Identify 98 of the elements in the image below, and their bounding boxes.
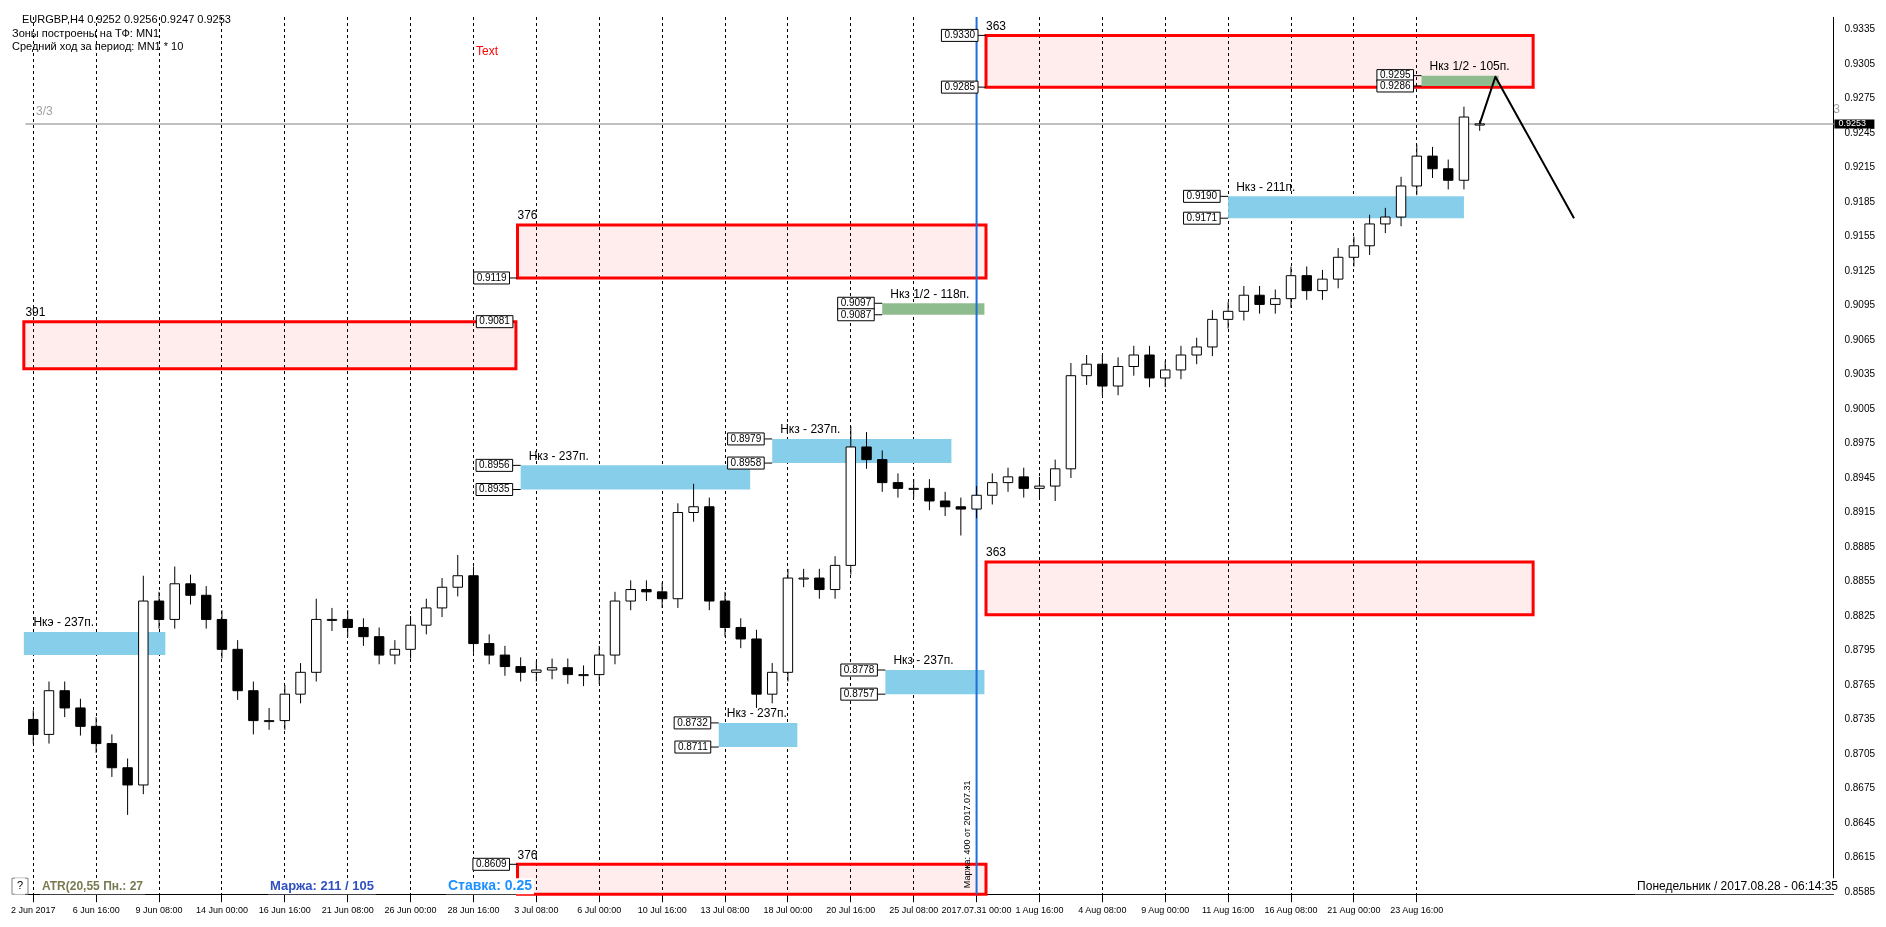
x-tick-label: 11 Aug 16:00 (1201, 905, 1255, 916)
annotation: 0.9285 (944, 80, 976, 92)
annotation: 3 (1833, 102, 1841, 117)
annotation: 0.9097 (840, 297, 872, 309)
x-tick-label: 1 Aug 16:00 (1015, 905, 1064, 916)
band-label: Нкз 1/2 - 118п. (890, 286, 970, 301)
x-tick-label: 13 Jul 08:00 (700, 905, 750, 916)
y-tick-label: 0.8615 (1844, 851, 1876, 863)
y-tick-label: 0.8735 (1844, 713, 1876, 725)
x-tick-label: 6 Jul 00:00 (577, 905, 622, 916)
y-tick-label: 0.9065 (1844, 333, 1876, 345)
band-label: 363 (986, 18, 1007, 33)
y-tick-label: 0.8975 (1844, 437, 1876, 449)
text: ? (16, 879, 24, 892)
x-tick-label: 2 Jun 2017 (11, 905, 56, 916)
y-tick-label: 0.9095 (1844, 299, 1876, 311)
annotation: 0.9295 (1379, 69, 1411, 81)
band-label: Нкз 1/2 - 105п. (1429, 58, 1510, 73)
y-tick-label: 0.9275 (1844, 92, 1876, 104)
x-tick-label: 14 Jun 00:00 (195, 905, 248, 916)
annotation: Ставка: 0.25 (448, 877, 533, 894)
x-tick-label: 25 Jul 08:00 (889, 905, 939, 916)
x-tick-label: 18 Jul 00:00 (763, 905, 813, 916)
annotation: ATR(20,55 Пн.: 27 (42, 878, 144, 893)
x-tick-label: 16 Jun 16:00 (258, 905, 311, 916)
y-tick-label: 0.8945 (1844, 471, 1876, 483)
y-tick-label: 0.8645 (1844, 816, 1876, 828)
y-tick-label: 0.9245 (1844, 126, 1876, 138)
y-tick-label: 0.9035 (1844, 368, 1876, 380)
annotation: Зоны построены на ТФ: MN1 (12, 27, 160, 40)
annotation: 0.9330 (944, 29, 976, 41)
annotation: 0.9190 (1186, 190, 1218, 202)
y-tick-label: 0.9215 (1844, 161, 1876, 173)
candlestick (75, 698, 86, 737)
annotation: 0.9171 (1186, 211, 1218, 223)
x-tick-label: 9 Jun 08:00 (135, 905, 183, 916)
annotation: Средний ход за период: MN1 * 10 (12, 40, 184, 53)
x-tick-label: 23 Aug 16:00 (1390, 905, 1444, 916)
y-tick-label: 0.9185 (1844, 195, 1876, 207)
y-tick-label: 0.9155 (1844, 230, 1876, 242)
x-tick-label: 6 Jun 16:00 (72, 905, 120, 916)
y-tick-label: 0.8675 (1844, 782, 1876, 794)
annotation: 0.8979 (730, 432, 762, 444)
band-label: 376 (517, 847, 538, 862)
y-tick-label: 0.8885 (1844, 540, 1876, 552)
y-tick-label: 0.8705 (1844, 747, 1876, 759)
annotation: 0.8935 (479, 483, 511, 495)
ref-line-label: 0.9253 (1838, 118, 1866, 129)
x-tick-label: 21 Aug 00:00 (1327, 905, 1381, 916)
y-tick-label: 0.8765 (1844, 678, 1876, 690)
annotation: Маржа: 211 / 105 (270, 877, 375, 893)
annotation: Понедельник / 2017.08.28 - 06:14:35 (1637, 878, 1839, 893)
x-tick-label: 20 Jul 16:00 (826, 905, 876, 916)
band-label: 363 (986, 545, 1007, 560)
x-tick-label: 3 Jul 08:00 (514, 905, 559, 916)
y-tick-label: 0.9335 (1844, 23, 1876, 35)
x-tick-label: 2017.07.31 00:00 (941, 905, 1012, 916)
annotation: 0.9087 (840, 308, 872, 320)
y-tick-label: 0.8855 (1844, 575, 1876, 587)
band-label: 391 (25, 304, 46, 319)
annotation: 0.8757 (843, 687, 875, 699)
x-tick-label: 16 Aug 08:00 (1264, 905, 1318, 916)
annotation: 0.9081 (479, 315, 511, 327)
band-label: Нкз - 211п. (1236, 179, 1296, 194)
annotation: 0.8956 (479, 459, 511, 471)
y-tick-label: 0.8795 (1844, 644, 1876, 656)
band-label: Нкз - 237п. (528, 448, 589, 463)
annotation: 0.8609 (475, 858, 507, 870)
annotation: 0.9119 (476, 271, 507, 283)
band-label: Нкэ - 237п. (33, 615, 95, 630)
y-tick-label: 0.9305 (1844, 57, 1876, 69)
candlestick (185, 574, 196, 605)
annotation: 0.8958 (730, 456, 762, 468)
ref-line-label: Маржа: 400 от 2017.07.31 (961, 780, 972, 889)
y-tick-label: 0.8585 (1844, 885, 1876, 897)
x-tick-label: 4 Aug 08:00 (1078, 905, 1127, 916)
annotation: 0.8778 (843, 663, 875, 675)
x-tick-label: 9 Aug 00:00 (1141, 905, 1190, 916)
y-tick-label: 0.9005 (1844, 402, 1876, 414)
candlestick (515, 656, 526, 683)
y-tick-label: 0.8915 (1844, 506, 1876, 518)
annotation: EURGBP,H4 0.9252 0.9256 0.9247 0.9253 (22, 13, 231, 26)
y-tick-label: 0.8825 (1844, 609, 1876, 621)
candlestick (688, 483, 699, 523)
x-tick-label: 21 Jun 08:00 (321, 905, 374, 916)
x-tick-label: 10 Jul 16:00 (637, 905, 687, 916)
band-label: Нкз - 237п. (893, 653, 954, 668)
x-tick-label: 28 Jun 16:00 (447, 905, 500, 916)
annotation: 0.8732 (677, 716, 709, 728)
x-tick-label: 26 Jun 00:00 (384, 905, 437, 916)
candlestick (421, 598, 432, 635)
y-tick-label: 0.9125 (1844, 264, 1876, 276)
annotation: 3/3 (36, 104, 54, 119)
annotation: 0.9286 (1379, 79, 1411, 91)
annotation: Text (476, 44, 499, 59)
candlestick (295, 662, 306, 704)
band-label: Нкз - 237п. (726, 706, 787, 721)
annotation: 0.8711 (677, 740, 709, 752)
